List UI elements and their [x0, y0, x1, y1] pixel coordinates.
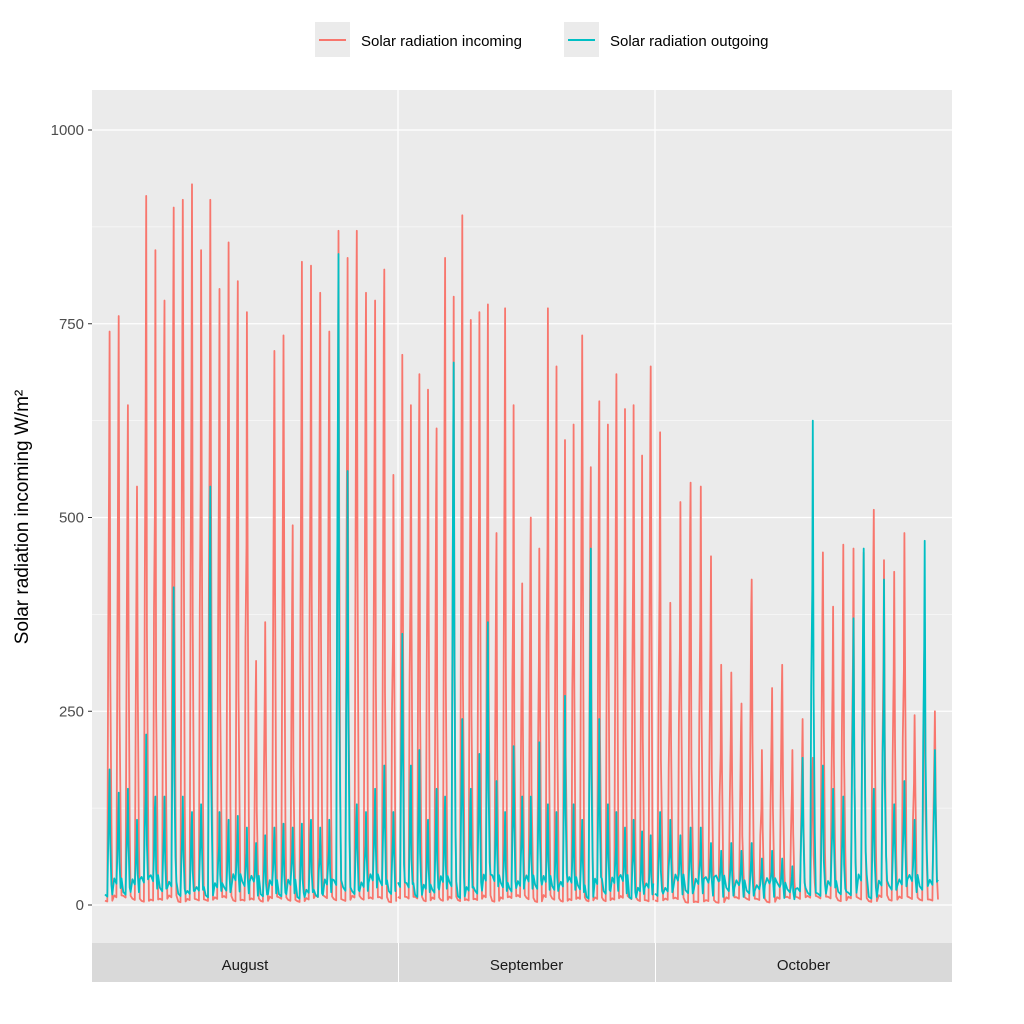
facet-label-august: August [222, 957, 270, 974]
y-tick-label: 250 [59, 703, 84, 720]
y-tick-label: 1000 [51, 122, 84, 139]
y-tick-label: 0 [76, 897, 84, 914]
series-line-outgoing-october [654, 419, 939, 901]
series-line-incoming-august [104, 183, 398, 904]
y-axis-title: Solar radiation incoming W/m² [12, 390, 33, 644]
facet-strip-september [399, 943, 655, 982]
legend: Solar radiation incoming Solar radiation… [315, 22, 768, 57]
series-line-incoming-september [397, 214, 655, 903]
series-line-incoming-october [654, 431, 939, 904]
y-tick-label: 500 [59, 510, 84, 527]
facet-label-september: September [490, 957, 563, 974]
facet-strip-october [656, 943, 952, 982]
series-line-outgoing-september [397, 361, 655, 900]
series-line-outgoing-august [104, 253, 397, 900]
legend-label-outgoing: Solar radiation outgoing [610, 33, 768, 50]
y-tick-label: 750 [59, 316, 84, 333]
series-lines [104, 183, 939, 904]
facet-label-october: October [777, 957, 830, 974]
facet-strip-august [92, 943, 398, 982]
facet-strips: August September October [92, 943, 952, 982]
legend-label-incoming: Solar radiation incoming [361, 33, 522, 50]
y-axis: 0 250 500 750 1000 [51, 122, 92, 914]
